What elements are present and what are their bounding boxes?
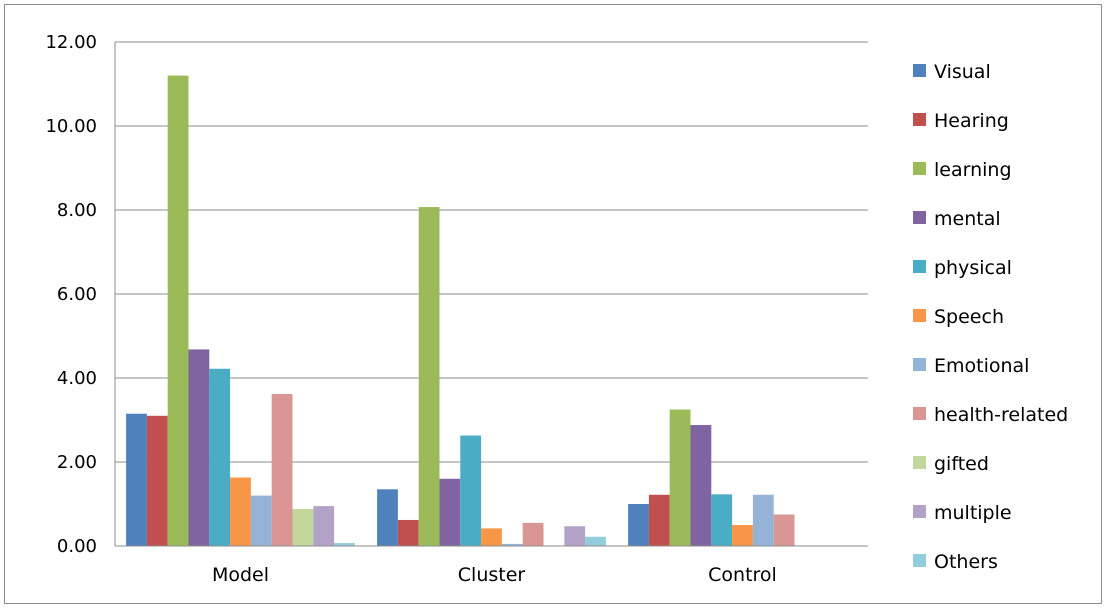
bar-emotional-model <box>250 495 272 546</box>
legend-swatch <box>913 407 926 420</box>
bar-hearing-model <box>146 415 168 546</box>
y-tick-label: 6.00 <box>57 284 97 305</box>
legend: Visual Hearing learning mental physical Speec… <box>913 61 1068 573</box>
axes: 0.00 2.00 4.00 6.00 8.00 10.00 12.00 Model Clust… <box>45 32 868 586</box>
bar-visual-model <box>126 413 147 546</box>
bars <box>126 75 795 546</box>
bar-mental-model <box>188 349 210 546</box>
legend-swatch <box>913 554 926 567</box>
y-tick-label: 12.00 <box>45 32 97 53</box>
y-tick-label: 8.00 <box>57 200 97 221</box>
x-category-label: Control <box>708 564 777 586</box>
y-tick-label: 2.00 <box>57 452 97 473</box>
legend-swatch <box>913 505 926 518</box>
bar-mental-cluster <box>439 478 461 546</box>
bar-emotional-control <box>752 494 774 546</box>
legend-swatch <box>913 162 926 175</box>
legend-label: mental <box>934 208 1001 230</box>
bar-others-cluster <box>585 536 606 546</box>
gridlines <box>115 41 868 463</box>
bar-speech-model <box>230 477 251 546</box>
bar-mental-control <box>690 425 712 546</box>
bar-emotional-cluster <box>501 543 523 546</box>
legend-label: learning <box>934 159 1012 181</box>
bar-health-related-model <box>271 393 293 546</box>
bar-physical-control <box>711 494 733 546</box>
bar-physical-model <box>209 368 231 546</box>
bar-learning-model <box>167 75 189 546</box>
bar-multiple-cluster <box>564 526 586 546</box>
bar-physical-cluster <box>460 435 482 546</box>
bar-others-model <box>334 543 355 546</box>
legend-label: Hearing <box>934 110 1009 132</box>
bar-hearing-control <box>648 494 670 546</box>
bar-visual-cluster <box>377 489 398 546</box>
y-tick-label: 10.00 <box>45 116 97 137</box>
legend-label: Visual <box>934 61 991 83</box>
bar-health-related-control <box>773 514 795 546</box>
bar-speech-cluster <box>481 528 502 546</box>
legend-label: multiple <box>934 502 1012 524</box>
legend-swatch <box>913 456 926 469</box>
legend-swatch <box>913 113 926 126</box>
bar-hearing-cluster <box>397 519 419 546</box>
chart-frame: 0.00 2.00 4.00 6.00 8.00 10.00 12.00 Model Clust… <box>4 4 1102 604</box>
legend-label: Emotional <box>934 355 1029 377</box>
bar-speech-control <box>732 525 753 546</box>
legend-swatch <box>913 64 926 77</box>
bar-gifted-model <box>292 509 314 546</box>
legend-label: Others <box>934 551 998 573</box>
x-category-label: Cluster <box>458 564 526 586</box>
legend-label: physical <box>934 257 1012 279</box>
legend-swatch <box>913 309 926 322</box>
legend-swatch <box>913 211 926 224</box>
legend-swatch <box>913 260 926 273</box>
legend-label: health-related <box>934 404 1068 426</box>
legend-label: Speech <box>934 306 1004 328</box>
bar-visual-control <box>628 504 649 546</box>
bar-learning-cluster <box>418 207 440 546</box>
legend-swatch <box>913 358 926 371</box>
y-tick-label: 4.00 <box>57 368 97 389</box>
bar-multiple-model <box>313 506 335 546</box>
bar-learning-control <box>669 409 691 546</box>
bar-chart: 0.00 2.00 4.00 6.00 8.00 10.00 12.00 Model Clust… <box>45 32 1068 586</box>
x-category-label: Model <box>212 564 269 586</box>
legend-label: gifted <box>934 453 989 475</box>
y-tick-label: 0.00 <box>57 536 97 557</box>
bar-health-related-cluster <box>522 522 544 546</box>
